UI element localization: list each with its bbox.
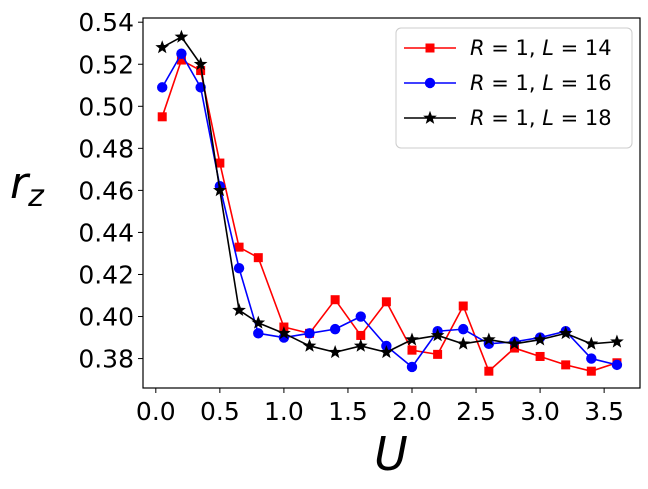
legend-label: R = 1, L = 18 [470,106,612,130]
data-point [253,253,263,263]
x-tick-label: 3.5 [584,397,624,426]
legend: R = 1, L = 14R = 1, L = 16R = 1, L = 18 [395,27,633,149]
legend-marker [423,110,437,124]
data-point [433,349,443,359]
y-axis-label: rz [10,158,45,214]
data-point [484,366,494,376]
y-tick-label: 0.40 [78,303,134,332]
x-tick-label: 0.5 [200,397,240,426]
legend-label-part: = 1, [485,106,543,130]
y-tick-label: 0.52 [78,50,134,79]
data-point [251,315,266,329]
legend-label-part: = 18 [554,106,612,130]
y-tick-label: 0.50 [78,92,134,121]
data-point [330,295,340,305]
data-point [533,332,547,346]
data-point [356,330,366,340]
data-point [456,336,471,350]
y-tick-label: 0.46 [78,176,134,205]
data-point [157,112,167,122]
data-point [381,297,391,307]
data-point [586,366,596,376]
legend-entry: R = 1, L = 18 [404,106,612,130]
data-point [379,345,394,359]
x-tick-label: 2.5 [456,397,496,426]
data-point [328,345,342,359]
data-point [253,328,264,339]
y-tick-label: 0.42 [78,260,134,289]
data-point [561,360,571,370]
data-point [233,262,245,274]
legend-entry: R = 1, L = 14 [404,36,612,60]
data-point [213,183,227,197]
data-point [458,323,469,335]
legend-marker [425,43,435,53]
data-point [176,55,186,65]
legend-label-part: = 16 [554,71,612,95]
y-tick-label: 0.44 [78,218,134,247]
data-point [507,336,522,350]
data-point [509,343,519,353]
legend-marker [424,77,436,89]
data-point [430,328,445,342]
data-point [157,82,168,93]
data-point [277,326,291,340]
data-point [482,332,496,346]
data-point [353,338,368,352]
data-point [586,353,597,364]
data-point [232,303,246,317]
legend-label-part: R [470,106,485,130]
y-axis-label-main: r [10,158,31,209]
series-line [161,36,618,354]
legend-label-part: L [542,106,554,130]
data-point [406,361,418,373]
x-tick-label: 2.0 [392,397,432,426]
data-point [193,57,208,71]
x-tick-label: 1.5 [328,397,368,426]
data-point [610,334,624,348]
x-tick-label: 3.0 [520,397,560,426]
x-tick-label: 0.0 [136,397,176,426]
legend-label-part: = 1, [485,71,543,95]
data-point [458,301,468,311]
data-point [611,359,623,371]
y-tick-label: 0.38 [78,345,134,374]
legend-label: R = 1, L = 16 [470,71,612,95]
plot-frame [142,17,641,389]
data-point [558,326,573,340]
data-point [196,66,206,76]
series-3 [155,29,624,359]
series-1 [157,55,622,376]
legend-label-part: L [542,71,554,95]
ticks-layer: 0.0 0.5 1.0 1.5 2.0 2.5 3.0 3.5 0.38 0.40 0.42 0.44… [78,8,624,426]
data-point [304,328,315,339]
data-point [535,351,545,361]
y-tick-label: 0.48 [78,134,134,163]
x-tick-label: 1.0 [264,397,304,426]
legend-entry: R = 1, L = 16 [404,71,612,95]
data-point [234,242,244,252]
legend-label-part: = 1, [485,36,543,60]
legend-label-part: R [470,36,485,60]
data-point [584,336,599,350]
data-point [215,158,225,168]
data-point [155,40,170,54]
data-point [174,29,189,43]
data-point [407,345,417,355]
x-axis-label: U [374,427,408,481]
series-layer [155,29,624,376]
legend-label-part: = 14 [554,36,612,60]
y-tick-label: 0.54 [78,8,134,37]
legend-label-part: L [542,36,554,60]
data-point [302,338,317,352]
legend-label-part: R [470,71,485,95]
y-axis-label-subscript: z [27,179,45,214]
data-point [329,323,341,335]
legend-label: R = 1, L = 14 [470,36,612,60]
data-point [355,311,366,322]
data-point [405,332,419,346]
data-point [176,48,187,59]
